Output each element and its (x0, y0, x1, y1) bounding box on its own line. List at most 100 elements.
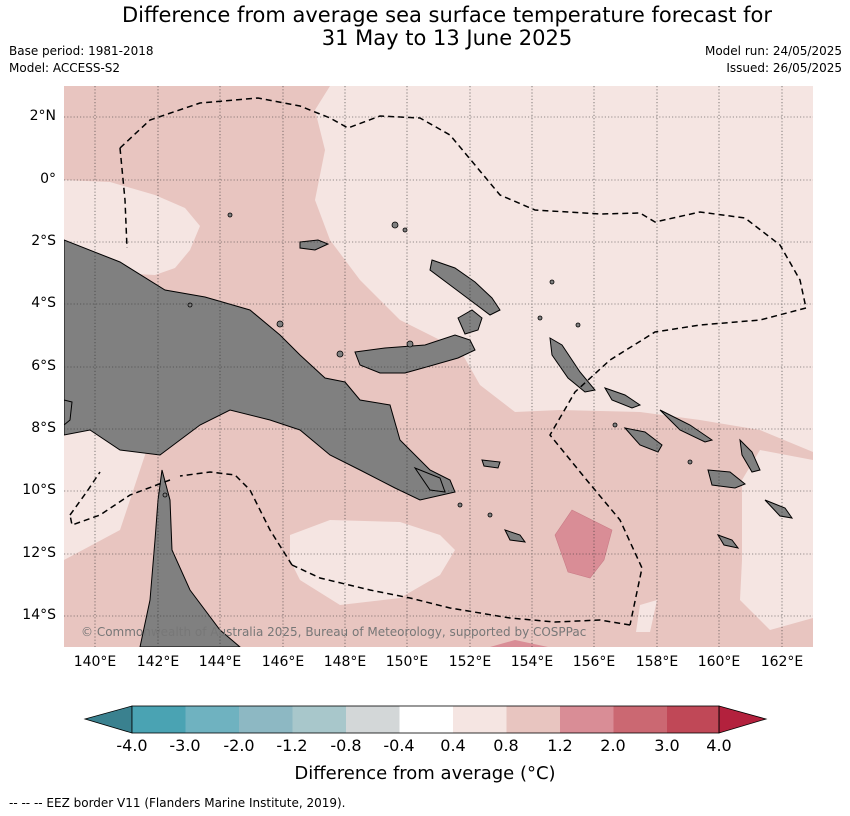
land-south-malaita (739, 438, 761, 473)
colorbar-tick: -2.0 (223, 736, 255, 755)
land-woodlark (481, 459, 501, 469)
eez-borders (69, 97, 807, 626)
island (549, 279, 555, 285)
lon-label: 140°E (73, 654, 117, 670)
colorbar-swatch (346, 706, 400, 733)
land-malaita (659, 409, 714, 443)
lat-label: 8°S (31, 420, 56, 436)
colorbar-tick: -1.2 (276, 736, 308, 755)
colorbar-tick: -0.8 (330, 736, 362, 755)
eez-line-southwest (69, 479, 171, 526)
land-rennell (764, 499, 794, 519)
anomaly-0.4-0.8-south-east (740, 450, 813, 630)
meta-right: Model run: 24/05/2025 Issued: 26/05/2025 (705, 43, 842, 77)
land-new-ireland (429, 259, 501, 316)
land-louisiade (504, 529, 527, 543)
colorbar-frame (131, 705, 720, 734)
eez-line-torres (179, 471, 293, 566)
meta-left: Base period: 1981-2018 Model: ACCESS-S2 (9, 43, 154, 77)
lat-label: 6°S (31, 358, 56, 374)
map-title: Difference from average sea surface temp… (0, 4, 850, 50)
colorbar-swatch (132, 706, 186, 733)
lat-label: 2°S (31, 233, 56, 249)
anomaly-0.4-0.8-coral-sea (290, 520, 455, 605)
land-new-guinea (64, 239, 456, 501)
lon-label: 158°E (635, 654, 679, 670)
colorbar-tick: 1.2 (547, 736, 573, 755)
anomaly-0.4-0.8-north-east (315, 86, 813, 452)
island (276, 320, 284, 328)
title-line-1: Difference from average sea surface temp… (122, 3, 772, 27)
land-west-edge (64, 399, 73, 426)
lat-label: 2°N (29, 108, 56, 124)
island (575, 322, 581, 328)
colorbar-swatch (399, 706, 453, 733)
colorbar (83, 705, 768, 734)
lat-label: 0° (40, 171, 56, 187)
lon-label: 152°E (448, 654, 492, 670)
colorbar-swatch (239, 706, 293, 733)
land-bougainville (549, 337, 596, 393)
eez-line-east (549, 307, 807, 626)
small-islands (162, 212, 693, 518)
lat-label: 14°S (22, 607, 56, 623)
land-makira (707, 469, 746, 489)
model-name: Model: ACCESS-S2 (9, 61, 121, 75)
island (687, 459, 693, 465)
map-panel (64, 86, 813, 647)
island (402, 227, 408, 233)
colorbar-tick: -0.4 (383, 736, 415, 755)
lon-label: 162°E (760, 654, 804, 670)
anomaly-0.4-0.8-west (64, 180, 200, 275)
colorbar-tick: 0.8 (493, 736, 519, 755)
eez-line-south (291, 564, 631, 626)
anomaly-1.2-2.0-patch (554, 509, 613, 579)
colorbar-label: Difference from average (°C) (294, 763, 556, 784)
land-dentrecasteaux (413, 466, 446, 493)
lon-label: 148°E (323, 654, 367, 670)
lon-label: 156°E (572, 654, 616, 670)
model-run: Model run: 24/05/2025 (704, 44, 842, 58)
colorbar-tick: 4.0 (706, 736, 732, 755)
eez-line-north (119, 97, 807, 309)
colorbar-tick: -4.0 (116, 736, 148, 755)
land-manus (299, 239, 330, 251)
lon-label: 150°E (385, 654, 429, 670)
land-guadalcanal (623, 427, 663, 453)
land-new-ireland-south (457, 309, 483, 335)
island (227, 212, 233, 218)
colorbar-extend-high (718, 705, 768, 734)
lon-label: 144°E (198, 654, 242, 670)
anomaly-1.2-2.0-edge (490, 640, 548, 647)
lat-label: 4°S (31, 295, 56, 311)
colorbar-tick: 3.0 (654, 736, 680, 755)
colorbar-swatch (453, 706, 507, 733)
land-santa-cruz (716, 534, 740, 549)
colorbar-swatch (292, 706, 346, 733)
graticule (64, 86, 813, 647)
lon-label: 142°E (136, 654, 180, 670)
colorbar-swatch (613, 706, 667, 733)
colorbar-swatch (560, 706, 614, 733)
colorbar-tick: -3.0 (169, 736, 201, 755)
land-cape-york (139, 469, 241, 647)
island (187, 302, 193, 308)
copyright-notice: © Commonwealth of Australia 2025, Bureau… (81, 625, 587, 639)
lat-label: 10°S (22, 482, 56, 498)
colorbar-swatch (506, 706, 560, 733)
colorbar-swatch (185, 706, 239, 733)
issued-date: Issued: 26/05/2025 (726, 61, 842, 75)
island (406, 340, 414, 348)
island (487, 512, 493, 518)
land-new-britain (354, 334, 476, 374)
lon-label: 154°E (510, 654, 554, 670)
colorbar-tick: 0.4 (440, 736, 466, 755)
island (336, 350, 344, 358)
colorbar-swatch (667, 706, 719, 733)
title-line-2: 31 May to 13 June 2025 (321, 26, 573, 50)
lon-label: 146°E (261, 654, 305, 670)
eez-line-west (69, 471, 101, 516)
island (162, 492, 168, 498)
colorbar-tick: 2.0 (600, 736, 626, 755)
land-choiseul (603, 387, 642, 409)
